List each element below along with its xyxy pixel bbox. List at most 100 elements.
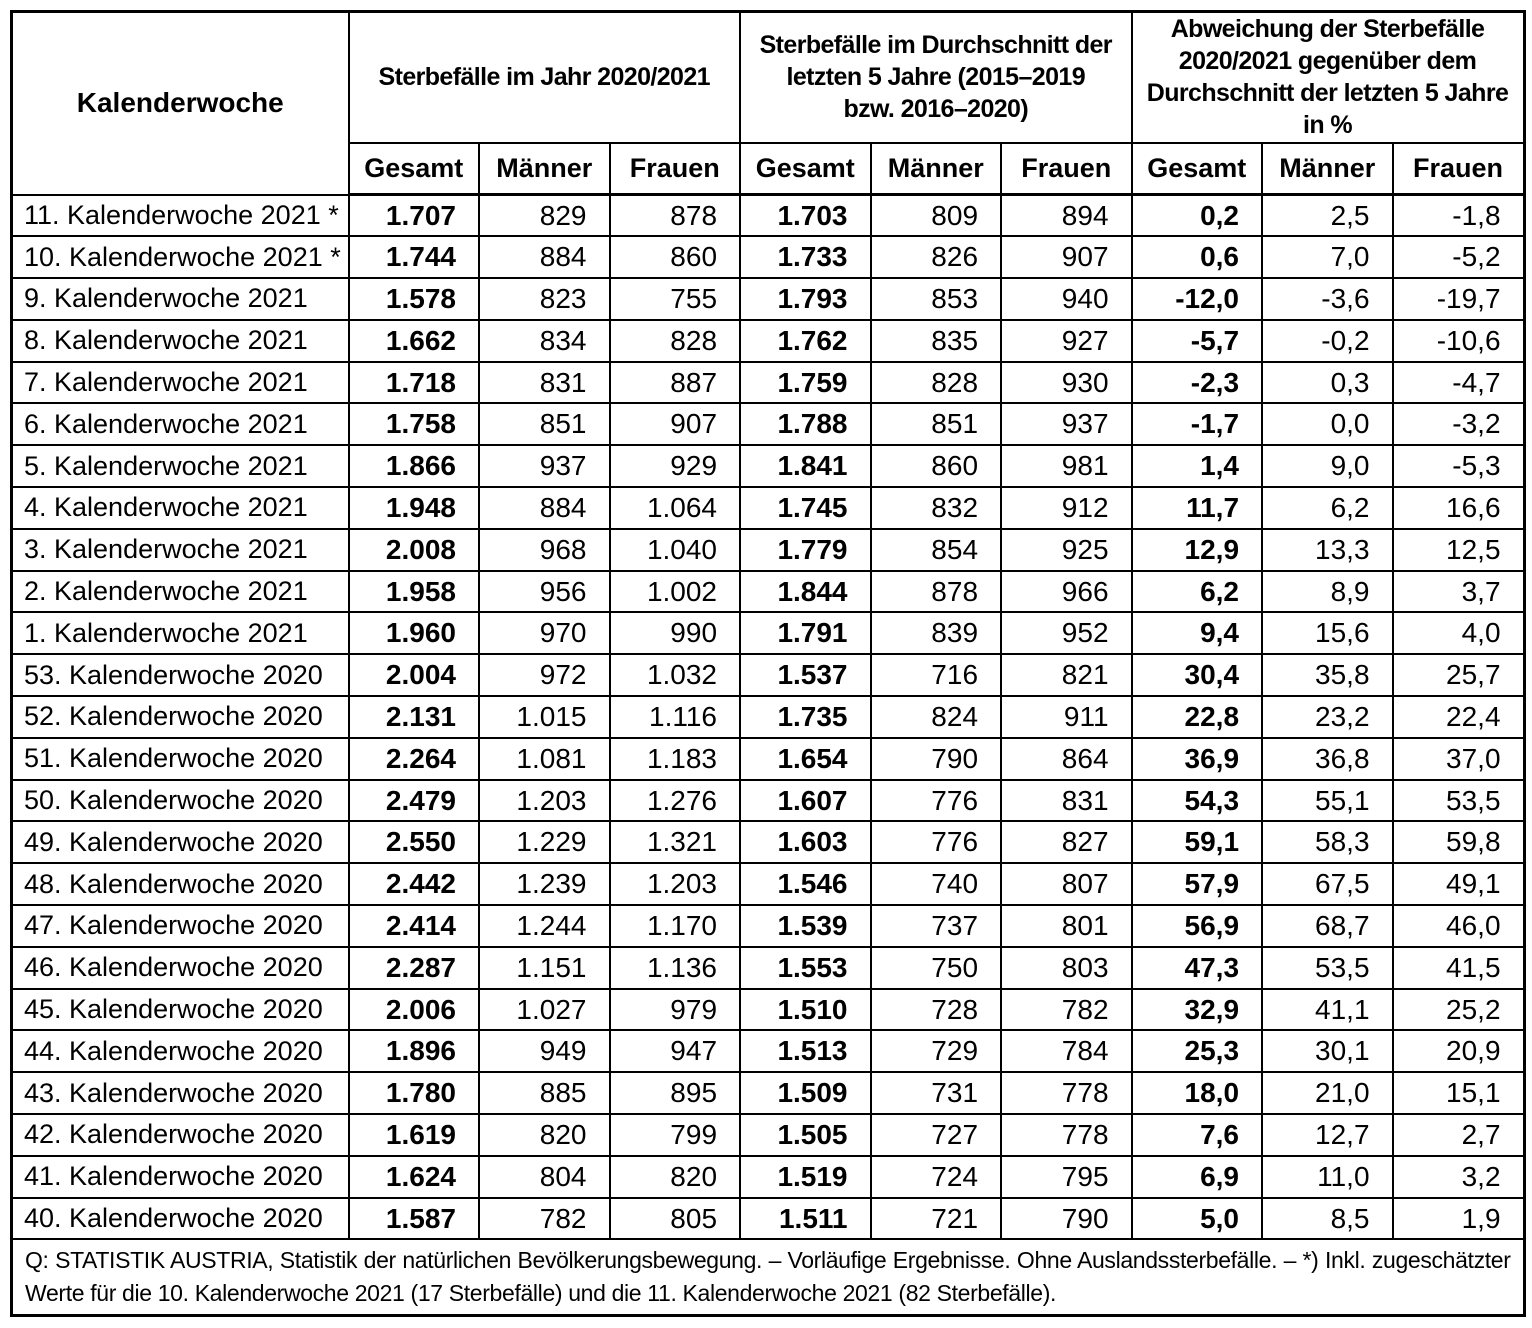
deaths-2021-frauen: 979 <box>608 987 742 1032</box>
average-gesamt: 1.510 <box>739 987 872 1032</box>
subheader-deviation-maenner: Männer <box>1261 141 1394 196</box>
average-gesamt: 1.841 <box>739 444 872 489</box>
average-gesamt: 1.509 <box>739 1071 872 1116</box>
average-frauen: 795 <box>1000 1154 1133 1199</box>
average-gesamt: 1.733 <box>739 235 872 280</box>
deviation-gesamt: 12,9 <box>1130 527 1264 572</box>
deviation-frauen: 15,1 <box>1391 1071 1526 1116</box>
average-maenner: 860 <box>869 444 1003 489</box>
deviation-frauen: 37,0 <box>1391 736 1526 781</box>
deaths-2021-maenner: 1.015 <box>478 695 611 739</box>
deviation-frauen: 53,5 <box>1391 778 1526 823</box>
average-maenner: 721 <box>869 1196 1003 1241</box>
deaths-2021-gesamt: 2.006 <box>347 987 480 1032</box>
deaths-2021-maenner: 804 <box>478 1154 611 1199</box>
deviation-frauen: 20,9 <box>1391 1029 1526 1074</box>
average-gesamt: 1.603 <box>739 820 872 865</box>
deviation-gesamt: 5,0 <box>1130 1196 1264 1241</box>
deaths-2021-frauen: 799 <box>608 1113 742 1157</box>
deviation-gesamt: 7,6 <box>1130 1113 1264 1157</box>
week-label: 46. Kalenderwoche 2020 <box>10 945 350 990</box>
week-label: 5. Kalenderwoche 2021 <box>10 444 350 489</box>
deaths-2021-gesamt: 2.131 <box>347 695 480 739</box>
deviation-frauen: 12,5 <box>1391 527 1526 572</box>
average-frauen: 907 <box>1000 235 1133 280</box>
deviation-maenner: 9,0 <box>1261 444 1394 489</box>
table-row: 43. Kalenderwoche 2020 1.780 885 895 1.5… <box>10 1071 1526 1116</box>
deaths-2021-gesamt: 2.414 <box>347 904 480 948</box>
average-frauen: 821 <box>1000 653 1133 698</box>
average-frauen: 894 <box>1000 193 1133 238</box>
average-maenner: 716 <box>869 653 1003 698</box>
deviation-maenner: 30,1 <box>1261 1029 1394 1074</box>
table-row: 7. Kalenderwoche 2021 1.718 831 887 1.75… <box>10 360 1526 405</box>
average-gesamt: 1.759 <box>739 360 872 405</box>
week-label: 6. Kalenderwoche 2021 <box>10 402 350 447</box>
average-gesamt: 1.788 <box>739 402 872 447</box>
average-frauen: 803 <box>1000 945 1133 990</box>
deaths-2021-frauen: 947 <box>608 1029 742 1074</box>
deviation-gesamt: -2,3 <box>1130 360 1264 405</box>
average-maenner: 854 <box>869 527 1003 572</box>
deviation-maenner: 23,2 <box>1261 695 1394 739</box>
deaths-2021-maenner: 851 <box>478 402 611 447</box>
week-label: 8. Kalenderwoche 2021 <box>10 318 350 363</box>
deaths-2021-gesamt: 1.758 <box>347 402 480 447</box>
deaths-2021-gesamt: 1.662 <box>347 318 480 363</box>
deaths-2021-maenner: 820 <box>478 1113 611 1157</box>
average-frauen: 911 <box>1000 695 1133 739</box>
subheader-deviation-frauen: Frauen <box>1391 141 1526 196</box>
week-label: 40. Kalenderwoche 2020 <box>10 1196 350 1241</box>
subheader-average-frauen: Frauen <box>1000 141 1133 196</box>
deviation-maenner: 15,6 <box>1261 611 1394 656</box>
average-gesamt: 1.735 <box>739 695 872 739</box>
deaths-2021-maenner: 937 <box>478 444 611 489</box>
column-header-kalenderwoche: Kalenderwoche <box>10 10 350 196</box>
average-frauen: 981 <box>1000 444 1133 489</box>
deviation-frauen: 1,9 <box>1391 1196 1526 1241</box>
deviation-maenner: -0,2 <box>1261 318 1394 363</box>
average-gesamt: 1.537 <box>739 653 872 698</box>
deaths-2021-maenner: 1.027 <box>478 987 611 1032</box>
table-row: 48. Kalenderwoche 2020 2.442 1.239 1.203… <box>10 862 1526 907</box>
deaths-2021-maenner: 1.151 <box>478 945 611 990</box>
average-frauen: 778 <box>1000 1113 1133 1157</box>
deaths-2021-maenner: 1.239 <box>478 862 611 907</box>
deviation-frauen: 59,8 <box>1391 820 1526 865</box>
header-sub-row: Gesamt Männer Frauen Gesamt Männer Fraue… <box>12 141 1526 196</box>
table-row: 5. Kalenderwoche 2021 1.866 937 929 1.84… <box>10 444 1526 489</box>
deviation-frauen: -5,3 <box>1391 444 1526 489</box>
deaths-2021-maenner: 949 <box>478 1029 611 1074</box>
week-label: 45. Kalenderwoche 2020 <box>10 987 350 1032</box>
deaths-2021-gesamt: 1.780 <box>347 1071 480 1116</box>
deaths-2021-maenner: 782 <box>478 1196 611 1241</box>
average-gesamt: 1.505 <box>739 1113 872 1157</box>
average-maenner: 731 <box>869 1071 1003 1116</box>
week-label: 10. Kalenderwoche 2021 * <box>10 235 350 280</box>
deviation-frauen: 49,1 <box>1391 862 1526 907</box>
average-maenner: 776 <box>869 820 1003 865</box>
deviation-gesamt: 0,2 <box>1130 193 1264 238</box>
footnote-row: Q: STATISTIK AUSTRIA, Statistik der natü… <box>10 1238 1526 1317</box>
deviation-gesamt: 36,9 <box>1130 736 1264 781</box>
average-frauen: 784 <box>1000 1029 1133 1074</box>
week-label: 47. Kalenderwoche 2020 <box>10 904 350 948</box>
deviation-maenner: 35,8 <box>1261 653 1394 698</box>
deviation-gesamt: 18,0 <box>1130 1071 1264 1116</box>
table-row: 40. Kalenderwoche 2020 1.587 782 805 1.5… <box>10 1196 1526 1241</box>
deaths-2021-gesamt: 1.619 <box>347 1113 480 1157</box>
source-footnote: Q: STATISTIK AUSTRIA, Statistik der natü… <box>10 1238 1526 1317</box>
deviation-gesamt: 25,3 <box>1130 1029 1264 1074</box>
average-maenner: 724 <box>869 1154 1003 1199</box>
table-row: 6. Kalenderwoche 2021 1.758 851 907 1.78… <box>10 402 1526 447</box>
deviation-maenner: 41,1 <box>1261 987 1394 1032</box>
deaths-2021-gesamt: 2.442 <box>347 862 480 907</box>
deviation-maenner: 7,0 <box>1261 235 1394 280</box>
deviation-maenner: 36,8 <box>1261 736 1394 781</box>
week-label: 49. Kalenderwoche 2020 <box>10 820 350 865</box>
deviation-gesamt: 6,9 <box>1130 1154 1264 1199</box>
deviation-frauen: 22,4 <box>1391 695 1526 739</box>
deaths-2021-maenner: 970 <box>478 611 611 656</box>
average-frauen: 827 <box>1000 820 1133 865</box>
deviation-gesamt: 0,6 <box>1130 235 1264 280</box>
